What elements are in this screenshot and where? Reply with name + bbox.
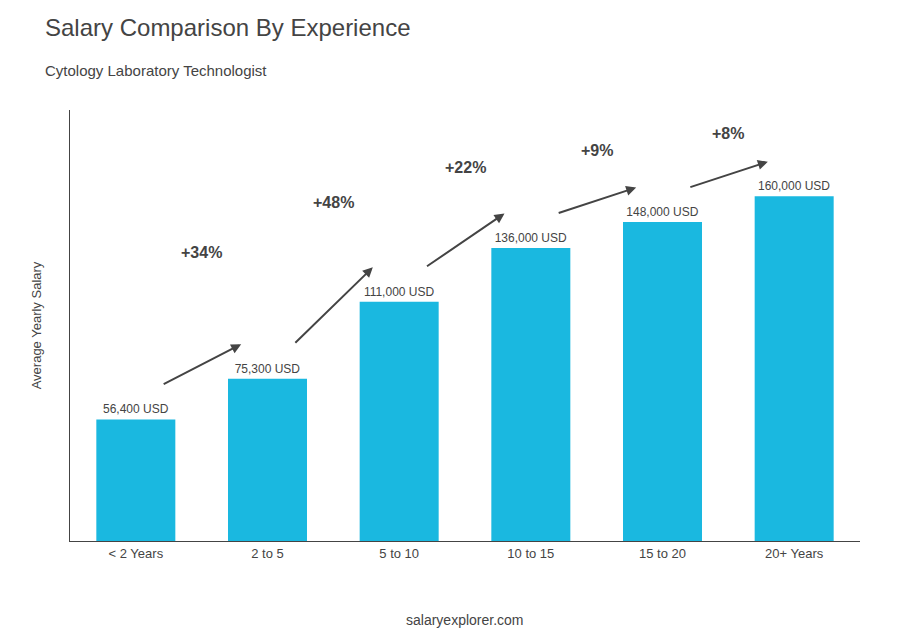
- svg-text:+9%: +9%: [581, 142, 613, 159]
- svg-text:5 to 10: 5 to 10: [379, 546, 419, 561]
- svg-text:+48%: +48%: [313, 194, 354, 211]
- svg-text:Average Yearly Salary: Average Yearly Salary: [29, 261, 44, 389]
- svg-text:+22%: +22%: [445, 159, 486, 176]
- svg-text:+8%: +8%: [712, 125, 744, 142]
- svg-text:< 2 Years: < 2 Years: [109, 546, 164, 561]
- svg-text:20+ Years: 20+ Years: [765, 546, 824, 561]
- svg-text:75,300 USD: 75,300 USD: [235, 362, 301, 376]
- svg-text:Cytology Laboratory Technologi: Cytology Laboratory Technologist: [45, 62, 267, 79]
- svg-text:10 to 15: 10 to 15: [507, 546, 554, 561]
- svg-text:+34%: +34%: [181, 244, 222, 261]
- svg-text:56,400 USD: 56,400 USD: [103, 402, 169, 416]
- svg-text:salaryexplorer.com: salaryexplorer.com: [406, 612, 524, 628]
- svg-text:15 to 20: 15 to 20: [639, 546, 686, 561]
- svg-text:148,000 USD: 148,000 USD: [626, 205, 698, 219]
- svg-text:111,000 USD: 111,000 USD: [364, 285, 435, 299]
- svg-text:160,000 USD: 160,000 USD: [758, 179, 830, 193]
- svg-text:Salary Comparison By Experienc: Salary Comparison By Experience: [45, 14, 411, 41]
- svg-text:136,000 USD: 136,000 USD: [495, 231, 567, 245]
- svg-text:2 to 5: 2 to 5: [251, 546, 284, 561]
